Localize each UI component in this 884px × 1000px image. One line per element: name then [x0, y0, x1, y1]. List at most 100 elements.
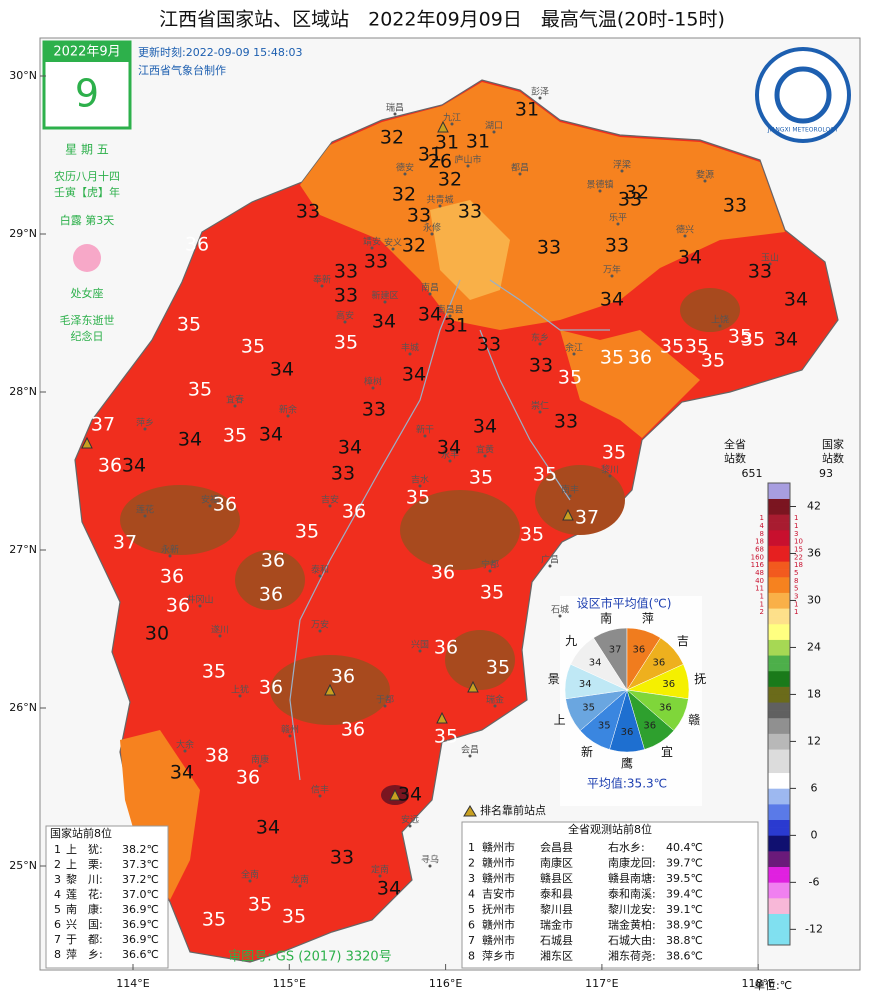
place-name: 永修 [423, 222, 441, 234]
place-name: 丰城 [401, 342, 419, 354]
memorial: 纪念日 [71, 329, 104, 343]
national-count: 5 [794, 569, 798, 577]
temperature: 34 [437, 437, 461, 459]
station-dot [198, 604, 202, 608]
place-name: 宜黄 [476, 444, 494, 456]
colorbar-cell [768, 937, 790, 946]
place-name: 安义 [384, 237, 402, 249]
pie-city: 赣 [688, 713, 700, 727]
colorbar-cell [768, 710, 790, 719]
lat-label: 28°N [9, 385, 37, 398]
place-name: 赣州 [281, 724, 299, 736]
station-dot [548, 564, 552, 568]
place-name: 泰和 [311, 564, 329, 576]
province-total: 651 [742, 467, 763, 480]
station-dot [258, 764, 262, 768]
colorbar-cell [768, 835, 790, 844]
rank-marker [467, 680, 479, 693]
table-cell: 6 [468, 919, 475, 932]
temperature: 33 [334, 285, 358, 307]
colorbar-label: 30 [807, 593, 821, 606]
table-cell: 上 犹: [66, 843, 103, 856]
place-name: 定南 [371, 864, 389, 876]
colorbar-cell [768, 788, 790, 797]
colorbar-cell [768, 584, 790, 593]
temperature: 33 [748, 261, 772, 283]
pie-value: 35 [598, 720, 611, 731]
legend-heading: 站数 [822, 451, 844, 465]
national-count: 1 [794, 600, 798, 608]
colorbar-label: 12 [807, 734, 821, 747]
table-cell: 36.9℃ [122, 903, 159, 916]
table-cell: 赣州市 [482, 933, 515, 947]
table-cell: 黎川县 [540, 902, 573, 916]
table-cell: 36.9℃ [122, 933, 159, 946]
colorbar-cell [768, 490, 790, 499]
station-dot [418, 649, 422, 653]
temperature: 34 [178, 429, 202, 451]
province-count: 2 [760, 608, 764, 616]
colorbar-cell [768, 921, 790, 930]
station-dot [428, 864, 432, 868]
temperature: 32 [392, 184, 416, 206]
temperature: 33 [296, 201, 320, 223]
place-name: 景德镇 [586, 179, 613, 191]
table-cell: 黎 川: [66, 872, 103, 886]
temperature: 32 [625, 182, 649, 204]
place-name: 黎川 [601, 464, 619, 476]
temperature: 35 [295, 521, 319, 543]
national-count: 15 [794, 546, 803, 554]
pie-city: 吉 [677, 634, 689, 648]
update-time: 更新时刻:2022-09-09 15:48:03 [138, 45, 303, 59]
temperature: 31 [444, 315, 468, 337]
province-count: 18 [755, 538, 764, 546]
hot-region [120, 485, 240, 555]
station-dot [183, 749, 187, 753]
pie-value: 37 [609, 645, 622, 656]
colorbar-cell [768, 483, 790, 492]
colorbar-label: 36 [807, 546, 821, 559]
pie-value: 36 [662, 679, 675, 690]
colorbar-cell [768, 639, 790, 648]
place-name: 石城 [551, 605, 569, 616]
temperature: 37 [91, 414, 115, 436]
table-cell: 4 [468, 888, 475, 901]
temperature: 34 [600, 289, 624, 311]
temperature: 35 [241, 336, 265, 358]
station-dot [143, 427, 147, 431]
national-count: 5 [794, 585, 798, 593]
place-name: 于都 [376, 695, 394, 706]
pie-value: 36 [643, 720, 656, 731]
colorbar-cell [768, 843, 790, 852]
place-name: 井冈山 [186, 594, 213, 606]
table-cell: 2 [54, 858, 61, 871]
table-cell: 赣州市 [482, 871, 515, 885]
temperature: 35 [188, 379, 212, 401]
pie-value: 34 [589, 657, 602, 668]
temperature: 36 [98, 455, 122, 477]
river [479, 329, 571, 501]
place-name: 南昌县 [436, 304, 463, 316]
lunar-date: 农历八月十四 [54, 169, 120, 183]
table-cell: 赣县南塘: [608, 871, 656, 885]
colorbar-cell [768, 866, 790, 875]
station-dot [683, 234, 687, 238]
table-cell: 南 康: [66, 902, 103, 916]
province-count: 4 [760, 522, 765, 530]
station-dot [288, 734, 292, 738]
temperature: 33 [407, 205, 431, 227]
station-dot [718, 324, 722, 328]
temperature: 35 [741, 329, 765, 351]
colorbar-cell [768, 678, 790, 687]
pie-city: 抚 [694, 672, 706, 686]
table-cell: 赣州市 [482, 840, 515, 854]
colorbar-cell [768, 890, 790, 899]
pie-city: 景 [548, 672, 560, 686]
colorbar-cell [768, 631, 790, 640]
province-count: 8 [760, 530, 764, 538]
table-cell: 1 [54, 843, 61, 856]
national-count: 3 [794, 530, 798, 538]
lon-label: 118°E [741, 977, 774, 990]
place-name: 玉山 [761, 253, 779, 264]
temperature: 35 [728, 326, 752, 348]
